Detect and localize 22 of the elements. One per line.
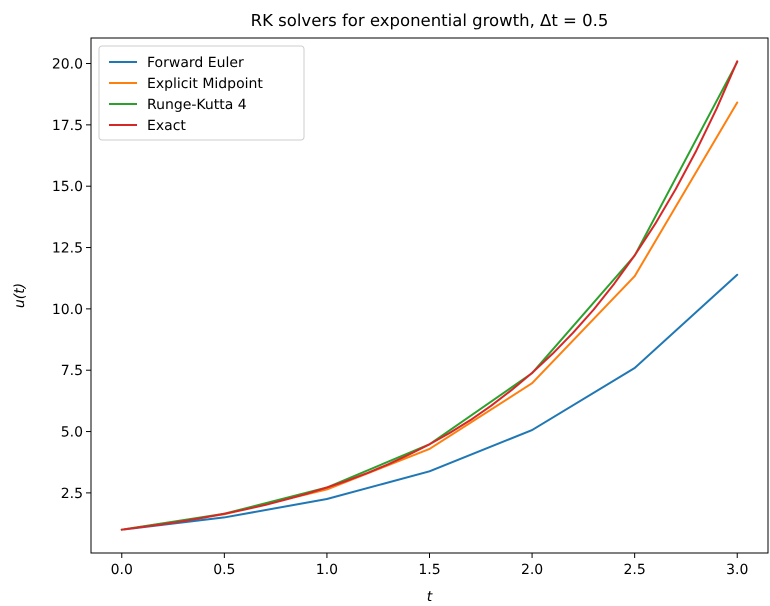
legend-label: Explicit Midpoint	[147, 76, 264, 92]
y-tick-label: 2.5	[60, 486, 83, 502]
x-tick-label: 0.0	[110, 562, 133, 578]
x-tick-label: 1.5	[418, 562, 441, 578]
legend-label: Forward Euler	[147, 55, 244, 71]
x-tick-label: 0.5	[213, 562, 236, 578]
y-tick-label: 10.0	[52, 302, 83, 318]
y-tick-label: 5.0	[60, 424, 83, 441]
y-tick-label: 20.0	[52, 56, 83, 73]
x-tick-label: 1.0	[316, 562, 338, 578]
x-tick-label: 2.0	[520, 562, 544, 578]
legend-label: Exact	[147, 118, 186, 134]
y-tick-label: 7.5	[60, 363, 83, 380]
x-tick-label: 3.0	[726, 562, 748, 578]
legend-label: Runge-Kutta 4	[147, 97, 247, 113]
y-tick-label: 12.5	[52, 240, 83, 257]
chart-title: RK solvers for exponential growth, Δt = 0.5	[250, 11, 608, 30]
y-axis-title: u(t)	[12, 282, 28, 308]
y-tick-label: 15.0	[52, 179, 83, 196]
x-axis-title: t	[426, 589, 433, 605]
y-tick-label: 17.5	[52, 118, 83, 134]
x-tick-label: 2.5	[624, 562, 646, 578]
